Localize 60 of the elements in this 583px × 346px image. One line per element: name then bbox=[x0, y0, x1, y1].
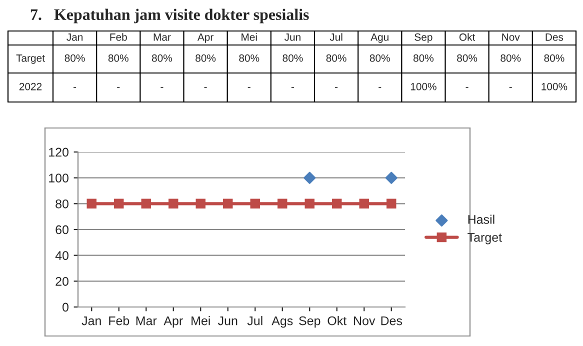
text: Feb bbox=[110, 33, 127, 41]
y-tick-label: 100 bbox=[49, 174, 68, 182]
x-tick-label: Mar bbox=[136, 316, 157, 326]
x-tick-label: Jul bbox=[247, 316, 262, 326]
text: 80% bbox=[370, 54, 390, 62]
text: Target bbox=[16, 54, 45, 64]
text: 100% bbox=[410, 82, 436, 90]
text: 2022 bbox=[19, 82, 42, 90]
text: 80% bbox=[544, 54, 564, 62]
x-tick-label: Jun bbox=[218, 316, 238, 326]
x-tick-label: Jan bbox=[82, 316, 101, 326]
text: - bbox=[378, 87, 382, 88]
x-tick-label: Okt bbox=[328, 316, 347, 326]
text: - bbox=[74, 87, 76, 88]
text: 100% bbox=[542, 82, 568, 90]
chart-title: 7. Kepatuhan jam visite dokter spesialis bbox=[30, 8, 309, 24]
text: Okt bbox=[459, 33, 476, 41]
text: - bbox=[160, 87, 164, 88]
text: Agu bbox=[370, 34, 388, 43]
text: Jun bbox=[284, 34, 300, 41]
text: Mei bbox=[242, 33, 257, 41]
y-tick-label: 0 bbox=[62, 302, 68, 312]
text: 80% bbox=[108, 54, 128, 62]
text: Des bbox=[546, 34, 564, 41]
y-tick-label: 120 bbox=[49, 148, 68, 157]
x-tick-label: Nov bbox=[354, 316, 376, 326]
text: 80% bbox=[282, 54, 303, 62]
y-tick-label: 20 bbox=[56, 276, 68, 286]
legend-label: Target bbox=[468, 233, 502, 244]
text: Mar bbox=[154, 34, 171, 41]
text: Nov bbox=[502, 34, 520, 41]
text: 80% bbox=[64, 54, 85, 62]
y-tick-label: 40 bbox=[55, 251, 68, 260]
x-tick-label: Ags bbox=[272, 316, 293, 328]
text: 80% bbox=[457, 54, 478, 62]
text: 80% bbox=[239, 54, 260, 62]
x-tick-label: Apr bbox=[164, 316, 183, 328]
x-tick-label: Des bbox=[381, 316, 402, 326]
y-tick-label: 60 bbox=[56, 225, 68, 234]
text: - bbox=[335, 87, 338, 88]
text: Jul bbox=[330, 33, 342, 41]
text: - bbox=[248, 87, 250, 88]
text: 80% bbox=[413, 54, 434, 62]
x-tick-label: Sep bbox=[299, 316, 320, 328]
text: 80% bbox=[196, 54, 216, 62]
text: 80% bbox=[326, 54, 346, 62]
text: - bbox=[509, 87, 512, 88]
text: - bbox=[466, 87, 468, 88]
text: - bbox=[117, 87, 120, 88]
x-tick-label: Feb bbox=[109, 316, 130, 326]
text: 80% bbox=[500, 54, 521, 62]
text: 80% bbox=[152, 54, 172, 62]
text: Sep bbox=[414, 33, 432, 43]
legend-label: Hasil bbox=[468, 214, 494, 224]
text: - bbox=[204, 87, 207, 88]
text: - bbox=[291, 87, 294, 88]
text: Apr bbox=[197, 34, 214, 43]
text: Jan bbox=[66, 34, 83, 41]
y-tick-label: 80 bbox=[56, 199, 68, 208]
x-tick-label: Mei bbox=[192, 316, 210, 326]
